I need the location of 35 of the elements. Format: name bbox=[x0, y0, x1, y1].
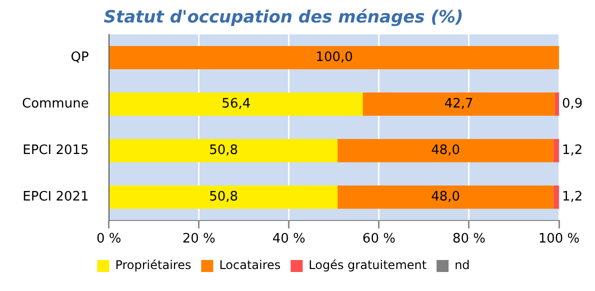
legend-label: Logés gratuitement bbox=[308, 258, 427, 272]
bar bbox=[110, 92, 363, 116]
x-tick-label: 100 % bbox=[538, 232, 580, 247]
y-tick-label: QP bbox=[70, 50, 89, 66]
data-label: 0,9 bbox=[562, 96, 583, 112]
data-label: 1,2 bbox=[562, 143, 583, 158]
y-tick-label: EPCI 2015 bbox=[22, 143, 89, 158]
data-label: 56,4 bbox=[222, 96, 251, 112]
data-label: 50,8 bbox=[209, 143, 238, 158]
data-label: 100,0 bbox=[316, 50, 353, 66]
legend-label: Propriétaires bbox=[115, 258, 192, 272]
bar bbox=[338, 186, 554, 209]
x-tick-label: 60 % bbox=[362, 232, 396, 247]
bar bbox=[554, 92, 559, 116]
x-tick-label: 40 % bbox=[272, 232, 306, 247]
bar bbox=[338, 139, 554, 162]
data-label: 42,7 bbox=[444, 96, 474, 112]
bar bbox=[554, 139, 559, 162]
x-tick-label: 20 % bbox=[182, 232, 216, 247]
bar bbox=[362, 92, 555, 116]
data-label: 50,8 bbox=[209, 190, 238, 205]
chart-title: Statut d'occupation des ménages (%) bbox=[104, 8, 464, 28]
legend-label: nd bbox=[454, 258, 470, 272]
bar bbox=[110, 139, 338, 162]
bar bbox=[110, 186, 338, 209]
x-tick-label: 0 % bbox=[96, 232, 122, 247]
y-tick-label: Commune bbox=[22, 96, 89, 112]
legend-label: Locataires bbox=[219, 258, 281, 272]
bar bbox=[110, 46, 559, 70]
bar bbox=[554, 186, 559, 209]
data-label: 48,0 bbox=[431, 190, 460, 205]
y-tick-label: EPCI 2021 bbox=[22, 190, 89, 205]
x-tick-label: 80 % bbox=[452, 232, 486, 247]
data-label: 48,0 bbox=[431, 143, 460, 158]
data-label: 1,2 bbox=[562, 190, 583, 205]
